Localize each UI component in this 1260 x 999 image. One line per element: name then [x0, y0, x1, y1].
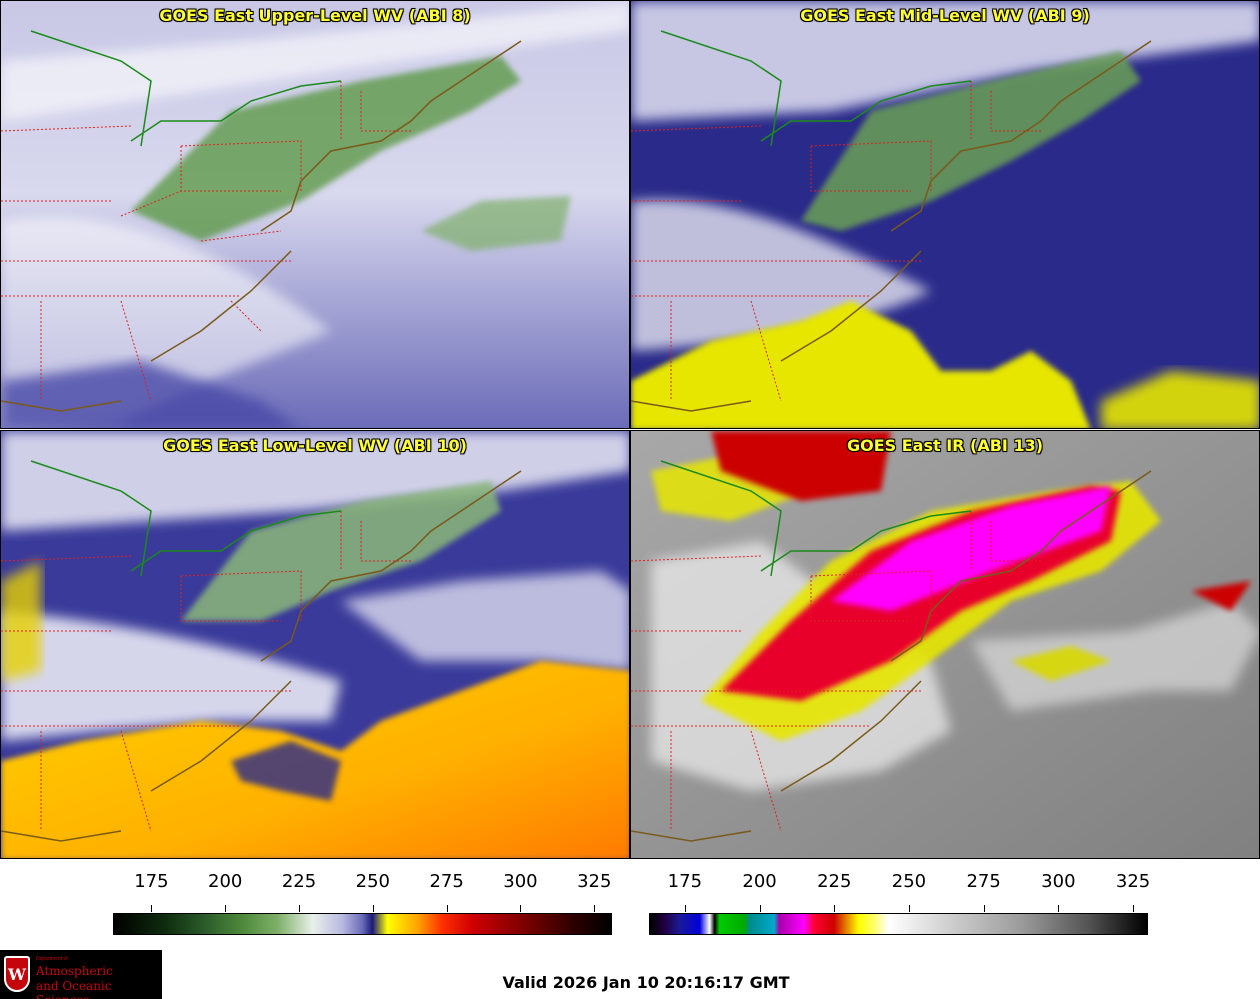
panel-title-infrared: GOES East IR (ABI 13) — [846, 436, 1044, 455]
panel-upper-level-wv: GOES East Upper-Level WV (ABI 8) — [0, 0, 630, 429]
logo-department: Department of — [36, 956, 68, 962]
mid-level-wv-image — [631, 1, 1259, 428]
colorbar-tick-mark — [446, 905, 448, 912]
colorbar-tick-label: 325 — [1115, 871, 1151, 892]
colorbar-tick-mark — [372, 905, 374, 912]
water-vapor-colorbar: 175 200 225 250 275 300 325 — [113, 871, 612, 937]
colorbar-tick-mark — [834, 905, 836, 912]
logo-line-1: Atmospheric — [36, 964, 113, 978]
colorbar-tick-label: 275 — [429, 871, 464, 892]
colorbar-tick-label: 225 — [817, 871, 852, 892]
colorbar-tick-mark — [594, 905, 596, 912]
colorbar-tick-mark — [759, 905, 761, 912]
colorbar-tick-mark — [684, 905, 686, 912]
colorbar-tick-mark — [1058, 905, 1060, 912]
panel-title-mid-level: GOES East Mid-Level WV (ABI 9) — [800, 6, 1090, 25]
logo-line-2: and Oceanic Sciences — [36, 979, 112, 999]
colorbar-tick-label: 275 — [966, 871, 1001, 892]
colorbar-tick-label: 325 — [577, 871, 612, 892]
colorbar-tick-mark — [908, 905, 910, 912]
colorbar-tick-label: 200 — [742, 871, 777, 892]
colorbar-tick-label: 300 — [503, 871, 538, 892]
infrared-image — [631, 431, 1259, 858]
colorbar-tick-mark — [225, 905, 227, 912]
colorbar-tick-label: 250 — [891, 871, 927, 892]
panel-infrared: GOES East IR (ABI 13) — [630, 430, 1260, 859]
colorbar-tick-mark — [151, 905, 153, 912]
panel-title-low-level: GOES East Low-Level WV (ABI 10) — [163, 436, 467, 455]
ir-colorbar-gradient — [649, 913, 1148, 935]
colorbar-tick-mark — [299, 905, 301, 912]
upper-level-wv-image — [1, 1, 629, 428]
colorbar-tick-label: 175 — [667, 871, 703, 892]
colorbar-tick-label: 300 — [1041, 871, 1076, 892]
uw-crest-icon: W — [4, 956, 30, 992]
panel-title-upper-level: GOES East Upper-Level WV (ABI 8) — [159, 6, 471, 25]
colorbar-tick-label: 200 — [208, 871, 243, 892]
panel-mid-level-wv: GOES East Mid-Level WV (ABI 9) — [630, 0, 1260, 429]
colorbar-tick-label: 175 — [134, 871, 169, 892]
aos-logo: W Department of Atmospheric and Oceanic … — [0, 950, 162, 999]
colorbar-tick-mark — [983, 905, 985, 912]
colorbar-tick-label: 225 — [281, 871, 317, 892]
ir-colorbar-ticks: 175 200 225 250 275 300 325 — [649, 871, 1151, 913]
colorbar-tick-mark — [520, 905, 522, 912]
wv-colorbar-ticks: 175 200 225 250 275 300 325 — [113, 871, 612, 913]
infrared-colorbar: 175 200 225 250 275 300 325 — [649, 871, 1151, 937]
valid-time: Valid 2026 Jan 10 20:16:17 GMT — [502, 973, 790, 992]
colorbar-tick-mark — [1133, 905, 1135, 912]
panel-low-level-wv: GOES East Low-Level WV (ABI 10) — [0, 430, 630, 859]
colorbar-tick-label: 250 — [355, 871, 391, 892]
wv-colorbar-gradient — [113, 913, 612, 935]
low-level-wv-image — [1, 431, 629, 858]
